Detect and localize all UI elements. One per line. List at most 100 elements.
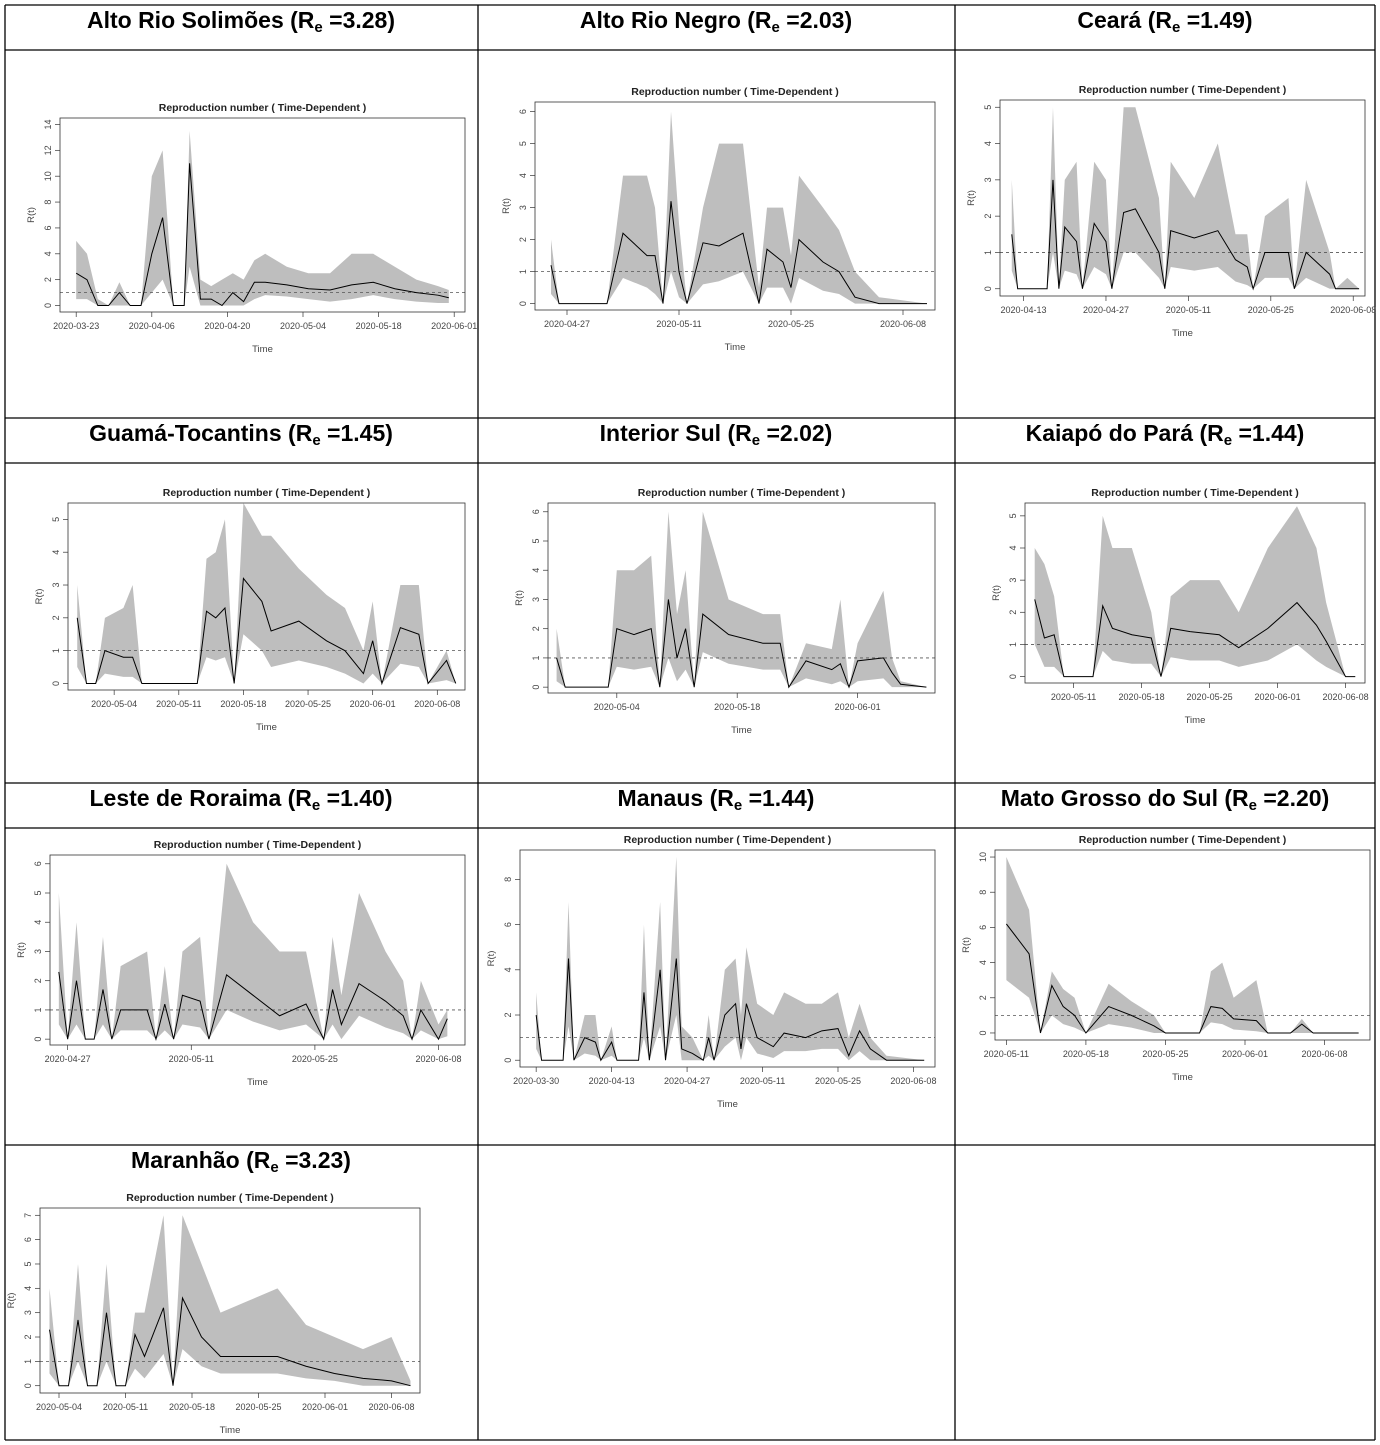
y-tick-label: 4 [1008, 545, 1018, 550]
x-tick-label: 2020-05-25 [1142, 1049, 1188, 1059]
title-part: e [734, 797, 742, 814]
y-tick-label: 3 [51, 583, 61, 588]
r-line [550, 201, 927, 305]
x-tick-label: 2020-05-04 [36, 1402, 82, 1412]
x-tick-label: 2020-06-01 [350, 699, 396, 709]
y-tick-label: 0 [518, 301, 528, 306]
y-tick-label: 2 [978, 995, 988, 1000]
x-tick-label: 2020-06-08 [890, 1076, 936, 1086]
plot-frame [49, 854, 466, 1046]
y-tick-label: 12 [43, 145, 53, 155]
y-axis-label: R(t) [16, 942, 27, 958]
title-part: e [752, 432, 760, 449]
y-tick-label: 4 [23, 1286, 33, 1291]
title-part: e [1249, 797, 1257, 814]
r-line [58, 971, 448, 1042]
title-part: =2.02) [760, 420, 832, 446]
chart: Kaiapó do Pará (Re =1.44) Reproduction nu… [991, 420, 1369, 726]
y-tick-label: 2 [983, 214, 993, 219]
plot-frame [39, 1207, 421, 1394]
x-axis-label: Time [1172, 328, 1193, 339]
y-axis-label: R(t) [6, 1293, 17, 1309]
x-tick-label: 2020-05-18 [714, 702, 760, 712]
chart-subtitle: Reproduction number ( Time-Dependent ) [159, 102, 366, 114]
confidence-band [77, 503, 456, 684]
r-line [75, 163, 449, 307]
x-tick-label: 2020-05-11 [656, 319, 701, 329]
y-tick-label: 4 [33, 920, 43, 925]
title-part: e [314, 19, 322, 36]
y-tick-label: 1 [531, 655, 541, 660]
r-line [1034, 599, 1356, 678]
x-tick-label: 2020-04-27 [544, 319, 590, 329]
y-tick-label: 2 [23, 1335, 33, 1340]
title-part: =1.44) [742, 785, 814, 811]
y-tick-label: 2 [43, 277, 53, 282]
y-tick-label: 6 [43, 225, 53, 230]
y-axis-label: R(t) [26, 207, 37, 223]
chart-subtitle: Reproduction number ( Time-Dependent ) [631, 86, 838, 98]
y-tick-label: 5 [33, 890, 43, 895]
x-tick-label: 2020-05-18 [356, 321, 402, 331]
chart: Alto Rio Negro (Re =2.03) Reproduction nu… [501, 7, 936, 353]
chart-subtitle: Reproduction number ( Time-Dependent ) [154, 839, 361, 851]
r-line [1005, 923, 1359, 1034]
x-tick-label: 2020-03-30 [513, 1076, 559, 1086]
y-tick-label: 1 [1008, 642, 1018, 647]
cell-title: Leste de Roraima (Re =1.40) [90, 785, 393, 814]
x-axis-label: Time [256, 722, 277, 733]
title-part: =3.28) [323, 7, 395, 33]
y-tick-label: 1 [518, 269, 528, 274]
x-tick-label: 2020-06-08 [415, 1054, 461, 1064]
cell-title: Manaus (Re =1.44) [618, 785, 815, 814]
x-tick-label: 2020-06-08 [414, 699, 460, 709]
x-tick-label: 2020-06-08 [880, 319, 926, 329]
x-tick-label: 2020-05-18 [169, 1402, 215, 1412]
y-tick-label: 3 [23, 1310, 33, 1315]
plot-frame [519, 849, 936, 1068]
y-tick-label: 0 [33, 1037, 43, 1042]
table-grid [4, 4, 1376, 1441]
title-part: Alto Rio Solimões (R [87, 7, 315, 33]
x-tick-label: 2020-04-27 [1083, 305, 1129, 315]
cell-title: Guamá-Tocantins (Re =1.45) [89, 420, 393, 449]
plot-frame [994, 849, 1371, 1041]
y-tick-label: 3 [33, 949, 43, 954]
x-axis-label: Time [725, 342, 746, 353]
y-tick-label: 0 [983, 286, 993, 291]
y-tick-label: 4 [983, 141, 993, 146]
y-tick-label: 2 [531, 626, 541, 631]
y-axis-label: R(t) [514, 590, 525, 606]
x-tick-label: 2020-06-08 [1330, 305, 1376, 315]
y-tick-label: 2 [503, 1013, 513, 1018]
y-tick-label: 6 [23, 1237, 33, 1242]
chart-subtitle: Reproduction number ( Time-Dependent ) [163, 487, 370, 499]
x-tick-label: 2020-05-04 [280, 321, 326, 331]
y-tick-label: 6 [531, 509, 541, 514]
title-part: Guamá-Tocantins (R [89, 420, 313, 446]
x-tick-label: 2020-05-11 [103, 1402, 148, 1412]
plot-frame [534, 101, 936, 311]
cell-title: Maranhão (Re =3.23) [131, 1147, 351, 1176]
y-tick-label: 4 [518, 173, 528, 178]
x-tick-label: 2020-05-11 [740, 1076, 785, 1086]
x-tick-label: 2020-06-01 [302, 1402, 348, 1412]
r-line [76, 577, 457, 686]
title-part: Ceará (R [1077, 7, 1172, 33]
y-tick-label: 0 [531, 685, 541, 690]
plot-frame [1024, 502, 1366, 684]
confidence-band [1006, 857, 1359, 1033]
y-tick-label: 0 [51, 681, 61, 686]
y-tick-label: 5 [983, 105, 993, 110]
y-tick-label: 2 [33, 978, 43, 983]
y-tick-label: 7 [23, 1213, 33, 1218]
title-part: e [1224, 432, 1232, 449]
x-tick-label: 2020-05-11 [169, 1054, 214, 1064]
y-tick-label: 0 [1008, 674, 1018, 679]
title-part: e [1172, 19, 1180, 36]
title-part: =1.49) [1180, 7, 1252, 33]
x-tick-label: 2020-06-01 [1255, 692, 1301, 702]
r-line [556, 599, 927, 689]
x-tick-label: 2020-03-23 [53, 321, 99, 331]
